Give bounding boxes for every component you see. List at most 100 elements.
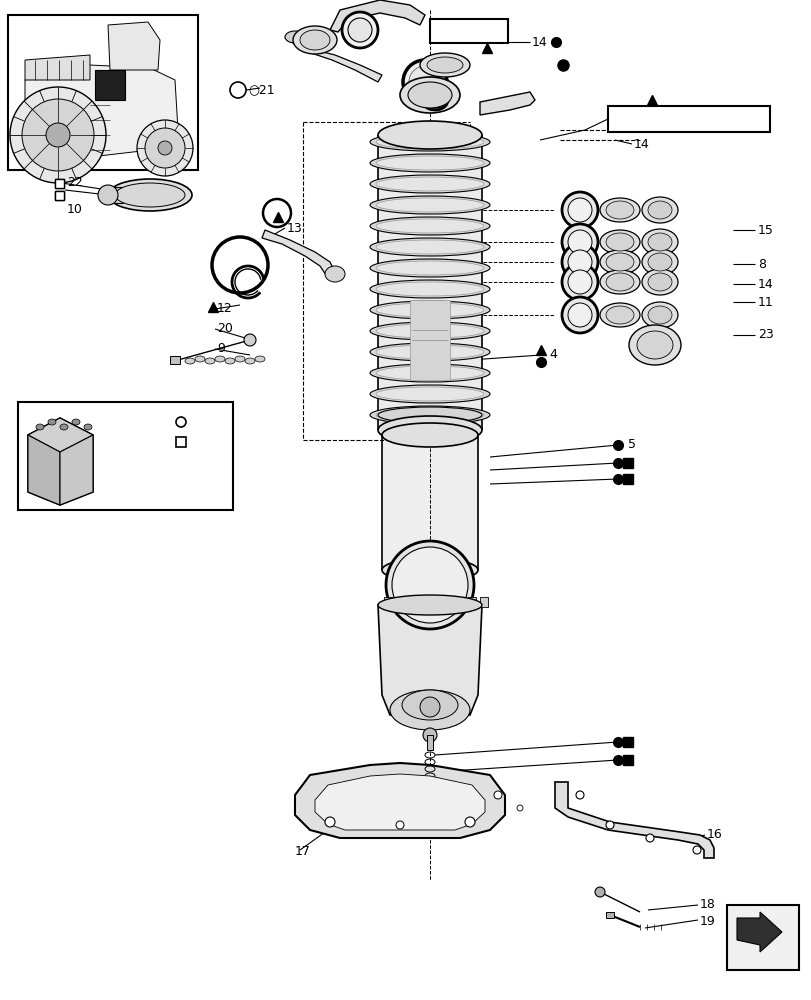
Ellipse shape <box>599 230 639 254</box>
Ellipse shape <box>642 302 677 328</box>
Bar <box>95 70 125 100</box>
Circle shape <box>423 728 436 742</box>
Polygon shape <box>25 55 90 80</box>
Ellipse shape <box>642 197 677 223</box>
Ellipse shape <box>378 121 482 149</box>
Bar <box>444 597 452 607</box>
Bar <box>176 437 186 447</box>
Circle shape <box>137 120 193 176</box>
Text: = 1: = 1 <box>118 416 140 428</box>
Text: 4: 4 <box>548 349 556 361</box>
Ellipse shape <box>375 324 483 338</box>
Ellipse shape <box>381 423 478 447</box>
Text: 11: 11 <box>757 296 773 308</box>
Circle shape <box>324 817 335 827</box>
Ellipse shape <box>599 270 639 294</box>
Ellipse shape <box>293 26 337 54</box>
Bar <box>607 106 769 132</box>
Ellipse shape <box>636 331 672 359</box>
Ellipse shape <box>375 240 483 254</box>
Ellipse shape <box>647 201 672 219</box>
Circle shape <box>396 821 404 829</box>
Circle shape <box>692 846 700 854</box>
Polygon shape <box>28 418 93 452</box>
Ellipse shape <box>225 358 234 364</box>
Ellipse shape <box>234 356 245 362</box>
Bar <box>18 402 233 510</box>
Polygon shape <box>262 230 335 278</box>
Ellipse shape <box>185 358 195 364</box>
Polygon shape <box>285 35 381 82</box>
Circle shape <box>348 18 371 42</box>
Ellipse shape <box>400 77 460 113</box>
Ellipse shape <box>375 198 483 212</box>
Bar <box>396 597 404 607</box>
Bar <box>407 597 415 607</box>
Circle shape <box>385 541 474 629</box>
Circle shape <box>409 66 440 98</box>
Ellipse shape <box>647 273 672 291</box>
Text: = 7: = 7 <box>188 416 210 428</box>
Text: 1.29.7/13 (01B): 1.29.7/13 (01B) <box>642 113 734 126</box>
Polygon shape <box>736 912 781 952</box>
Bar <box>456 597 463 607</box>
Ellipse shape <box>375 345 483 359</box>
Circle shape <box>561 297 597 333</box>
Ellipse shape <box>605 233 633 251</box>
Ellipse shape <box>245 358 255 364</box>
Ellipse shape <box>599 250 639 274</box>
Circle shape <box>594 887 604 897</box>
Bar <box>55 179 64 188</box>
Text: ○21: ○21 <box>247 84 274 97</box>
Bar <box>467 597 475 607</box>
Ellipse shape <box>605 306 633 324</box>
Ellipse shape <box>378 407 482 423</box>
Polygon shape <box>315 774 484 830</box>
Ellipse shape <box>115 183 185 207</box>
Text: PAG. 1: PAG. 1 <box>444 25 492 38</box>
Ellipse shape <box>378 416 482 444</box>
Circle shape <box>493 791 501 799</box>
Circle shape <box>575 791 583 799</box>
Ellipse shape <box>381 558 478 582</box>
Polygon shape <box>378 605 482 715</box>
Ellipse shape <box>370 280 489 298</box>
Polygon shape <box>108 22 160 70</box>
Ellipse shape <box>285 31 305 43</box>
Text: NH: NH <box>418 345 434 355</box>
Ellipse shape <box>370 175 489 193</box>
Ellipse shape <box>407 82 452 108</box>
Ellipse shape <box>378 595 482 615</box>
Ellipse shape <box>255 356 264 362</box>
Ellipse shape <box>36 424 44 430</box>
Circle shape <box>402 60 446 104</box>
Ellipse shape <box>375 303 483 317</box>
Circle shape <box>46 123 70 147</box>
Circle shape <box>465 817 474 827</box>
Text: = 6: = 6 <box>188 436 210 448</box>
Ellipse shape <box>599 198 639 222</box>
Ellipse shape <box>375 135 483 149</box>
Ellipse shape <box>599 303 639 327</box>
Ellipse shape <box>647 306 672 324</box>
Bar <box>427 735 432 750</box>
Ellipse shape <box>204 358 215 364</box>
Ellipse shape <box>215 356 225 362</box>
Circle shape <box>243 334 255 346</box>
Ellipse shape <box>195 356 204 362</box>
Polygon shape <box>28 418 93 505</box>
Bar <box>108 187 122 203</box>
Ellipse shape <box>370 154 489 172</box>
Text: 15: 15 <box>757 224 773 237</box>
Circle shape <box>22 99 94 171</box>
Ellipse shape <box>642 269 677 295</box>
Circle shape <box>568 250 591 274</box>
Bar <box>381 435 478 570</box>
Ellipse shape <box>642 229 677 255</box>
Text: 20: 20 <box>217 322 233 336</box>
Bar <box>479 597 487 607</box>
Ellipse shape <box>324 266 345 282</box>
Ellipse shape <box>647 253 672 271</box>
Text: KIT: KIT <box>67 471 84 480</box>
Bar <box>55 191 64 200</box>
